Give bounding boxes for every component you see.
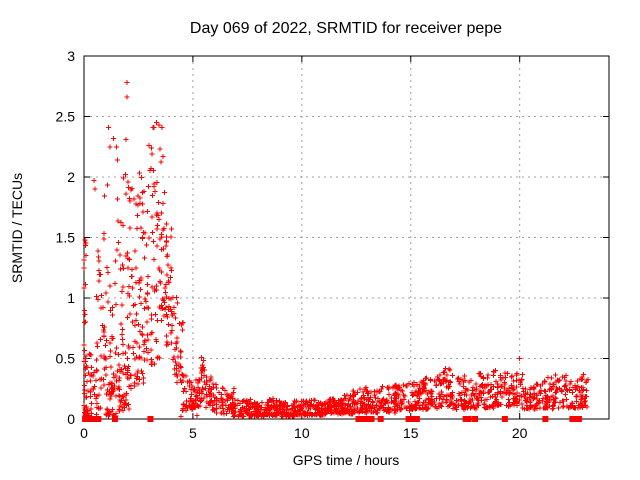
zero-marker-square <box>575 416 582 422</box>
y-tick-label: 3 <box>67 48 75 64</box>
grid-lines <box>84 56 609 419</box>
x-tick-label: 5 <box>189 425 197 441</box>
y-tick-labels: 0 0.5 1 1.5 2 2.5 3 <box>56 48 76 427</box>
y-tick-label: 1 <box>67 290 75 306</box>
zero-marker-square <box>368 416 375 422</box>
y-tick-label: 0.5 <box>56 351 76 367</box>
zero-marker-square <box>408 416 415 422</box>
y-tick-label: 2 <box>67 169 75 185</box>
scatter-points <box>81 80 591 419</box>
y-axis-label: SRMTID / TECUs <box>9 173 25 283</box>
x-axis-label: GPS time / hours <box>293 452 400 468</box>
plot-frame <box>83 55 610 420</box>
zero-marker-square <box>405 416 412 422</box>
zero-marker-square <box>377 416 384 422</box>
x-tick-label: 20 <box>512 425 528 441</box>
y-tick-label: 0 <box>67 411 75 427</box>
zero-marker-square <box>95 416 102 422</box>
zero-marker-square <box>569 416 576 422</box>
x-tick-label: 15 <box>403 425 419 441</box>
zero-marker-square <box>413 416 420 422</box>
zero-marker-square <box>365 416 372 422</box>
zero-marker-square <box>462 416 469 422</box>
x-tick-labels: 0 5 10 15 20 <box>80 425 528 441</box>
x-tick-label: 0 <box>80 425 88 441</box>
zero-markers <box>82 416 582 422</box>
zero-marker-square <box>542 416 549 422</box>
x-tick-label: 10 <box>294 425 310 441</box>
zero-marker-square <box>362 416 369 422</box>
zero-marker-square <box>501 416 508 422</box>
y-tick-label: 2.5 <box>56 109 76 125</box>
zero-marker-square <box>465 416 472 422</box>
zero-marker-square <box>147 416 154 422</box>
zero-marker-square <box>111 416 118 422</box>
chart-title: Day 069 of 2022, SRMTID for receiver pep… <box>190 20 502 37</box>
plot-area: 0 5 10 15 20 0 0.5 1 1.5 2 2.5 3 <box>56 48 610 441</box>
zero-marker-square <box>358 416 365 422</box>
y-tick-label: 1.5 <box>56 230 76 246</box>
zero-marker-square <box>472 416 479 422</box>
